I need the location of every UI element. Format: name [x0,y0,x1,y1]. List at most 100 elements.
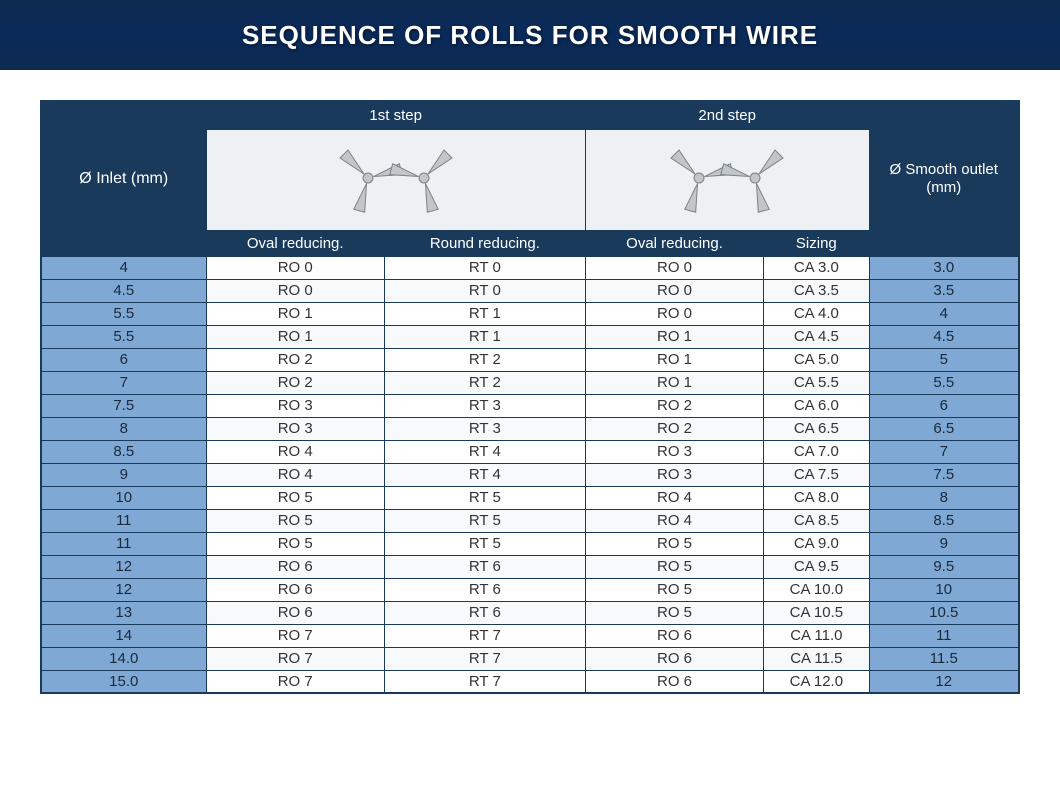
sizing-cell: CA 6.5 [764,417,869,440]
table-row: 5.5RO 1RT 1RO 0CA 4.04 [41,302,1019,325]
inlet-cell: 12 [41,555,206,578]
oval2-cell: RO 5 [585,601,763,624]
sub-round: Round reducing. [384,230,585,256]
outlet-cell: 5.5 [869,371,1019,394]
sizing-cell: CA 12.0 [764,670,869,693]
sizing-cell: CA 9.0 [764,532,869,555]
oval1-cell: RO 1 [206,325,384,348]
outlet-cell: 7 [869,440,1019,463]
round-cell: RT 7 [384,647,585,670]
inlet-cell: 14 [41,624,206,647]
oval2-cell: RO 5 [585,578,763,601]
sizing-cell: CA 3.0 [764,256,869,279]
oval1-cell: RO 3 [206,417,384,440]
oval2-cell: RO 5 [585,555,763,578]
table-row: 11RO 5RT 5RO 4CA 8.58.5 [41,509,1019,532]
outlet-cell: 6 [869,394,1019,417]
sizing-cell: CA 3.5 [764,279,869,302]
outlet-cell: 8.5 [869,509,1019,532]
round-cell: RT 0 [384,256,585,279]
table-row: 8.5RO 4RT 4RO 3CA 7.07 [41,440,1019,463]
round-cell: RT 5 [384,509,585,532]
table-row: 10RO 5RT 5RO 4CA 8.08 [41,486,1019,509]
sizing-cell: CA 10.0 [764,578,869,601]
table-row: 12RO 6RT 6RO 5CA 9.59.5 [41,555,1019,578]
sizing-cell: CA 6.0 [764,394,869,417]
sizing-cell: CA 5.0 [764,348,869,371]
inlet-cell: 5.5 [41,302,206,325]
round-cell: RT 6 [384,578,585,601]
round-cell: RT 2 [384,371,585,394]
round-cell: RT 6 [384,601,585,624]
step1-header: 1st step [206,101,585,129]
oval1-cell: RO 4 [206,440,384,463]
outlet-cell: 9 [869,532,1019,555]
inlet-header: Ø Inlet (mm) [41,101,206,256]
oval1-cell: RO 6 [206,555,384,578]
round-cell: RT 4 [384,440,585,463]
inlet-cell: 15.0 [41,670,206,693]
table-row: 7RO 2RT 2RO 1CA 5.55.5 [41,371,1019,394]
outlet-cell: 3.5 [869,279,1019,302]
oval2-cell: RO 1 [585,371,763,394]
oval2-cell: RO 3 [585,440,763,463]
round-cell: RT 1 [384,302,585,325]
oval1-cell: RO 5 [206,509,384,532]
step2-roll-image [585,129,869,230]
outlet-cell: 6.5 [869,417,1019,440]
sub-oval1: Oval reducing. [206,230,384,256]
oval1-cell: RO 4 [206,463,384,486]
oval2-cell: RO 6 [585,624,763,647]
round-cell: RT 0 [384,279,585,302]
inlet-cell: 9 [41,463,206,486]
outlet-cell: 11.5 [869,647,1019,670]
table-container: Ø Inlet (mm) 1st step 2nd step Ø Smooth … [0,70,1060,724]
oval2-cell: RO 0 [585,279,763,302]
sizing-cell: CA 5.5 [764,371,869,394]
round-cell: RT 5 [384,532,585,555]
round-cell: RT 3 [384,417,585,440]
outlet-header: Ø Smooth outlet (mm) [869,101,1019,256]
oval1-cell: RO 1 [206,302,384,325]
table-row: 7.5RO 3RT 3RO 2CA 6.06 [41,394,1019,417]
table-row: 13RO 6RT 6RO 5CA 10.510.5 [41,601,1019,624]
table-row: 14.0RO 7RT 7RO 6CA 11.511.5 [41,647,1019,670]
sizing-cell: CA 7.5 [764,463,869,486]
round-cell: RT 7 [384,624,585,647]
page-title: SEQUENCE OF ROLLS FOR SMOOTH WIRE [242,20,818,51]
oval1-cell: RO 0 [206,279,384,302]
oval2-cell: RO 1 [585,348,763,371]
table-row: 12RO 6RT 6RO 5CA 10.010 [41,578,1019,601]
table-row: 4RO 0RT 0RO 0CA 3.03.0 [41,256,1019,279]
round-cell: RT 3 [384,394,585,417]
oval1-cell: RO 5 [206,486,384,509]
outlet-cell: 4 [869,302,1019,325]
oval2-cell: RO 6 [585,647,763,670]
oval1-cell: RO 6 [206,578,384,601]
inlet-cell: 7 [41,371,206,394]
table-row: 9RO 4RT 4RO 3CA 7.57.5 [41,463,1019,486]
table-row: 14RO 7RT 7RO 6CA 11.011 [41,624,1019,647]
inlet-cell: 6 [41,348,206,371]
table-row: 4.5RO 0RT 0RO 0CA 3.53.5 [41,279,1019,302]
outlet-cell: 3.0 [869,256,1019,279]
oval2-cell: RO 0 [585,256,763,279]
outlet-cell: 8 [869,486,1019,509]
outlet-cell: 9.5 [869,555,1019,578]
oval1-cell: RO 0 [206,256,384,279]
sizing-cell: CA 4.5 [764,325,869,348]
oval2-cell: RO 6 [585,670,763,693]
oval2-cell: RO 3 [585,463,763,486]
sizing-cell: CA 10.5 [764,601,869,624]
inlet-cell: 4 [41,256,206,279]
table-row: 8RO 3RT 3RO 2CA 6.56.5 [41,417,1019,440]
roll-pair-icon [657,136,797,220]
inlet-cell: 10 [41,486,206,509]
oval1-cell: RO 7 [206,624,384,647]
inlet-cell: 8 [41,417,206,440]
outlet-cell: 5 [869,348,1019,371]
step2-header: 2nd step [585,101,869,129]
inlet-cell: 5.5 [41,325,206,348]
step1-roll-image [206,129,585,230]
outlet-cell: 7.5 [869,463,1019,486]
